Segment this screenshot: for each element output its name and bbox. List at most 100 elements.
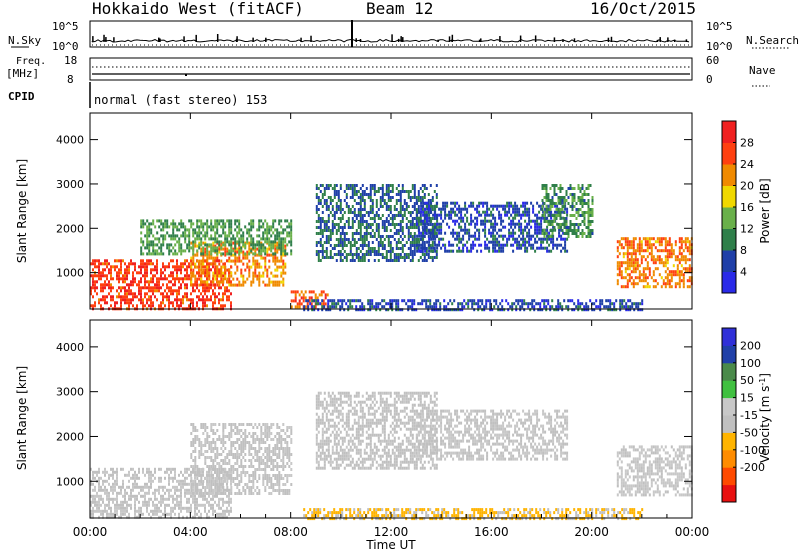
heatmap-cell [452, 228, 455, 232]
heatmap-cell [254, 271, 257, 275]
heatmap-cell [212, 246, 215, 250]
heatmap-cell [226, 277, 229, 281]
heatmap-cell [284, 219, 287, 223]
heatmap-cell [688, 267, 691, 271]
heatmap-cell [484, 243, 487, 247]
heatmap-cell [220, 304, 222, 308]
heatmap-cell [182, 473, 184, 477]
heatmap-cell [158, 500, 160, 504]
heatmap-cell [353, 238, 356, 241]
heatmap-cell [409, 305, 412, 309]
heatmap-cell [557, 211, 560, 214]
cpid-text: normal (fast stereo) 153 [94, 93, 267, 107]
heatmap-cell [162, 301, 164, 305]
heatmap-cell [188, 506, 190, 510]
heatmap-cell [190, 246, 193, 250]
heatmap-cell [512, 243, 515, 247]
heatmap-cell [303, 305, 306, 309]
colorbar-segment [722, 207, 736, 229]
heatmap-cell [562, 216, 565, 220]
heatmap-cell [435, 205, 438, 208]
heatmap-cell [228, 500, 230, 504]
heatmap-cell [210, 228, 213, 232]
heatmap-cell [280, 225, 283, 229]
heatmap-cell [204, 250, 207, 254]
heatmap-cell [548, 237, 551, 241]
heatmap-cell [357, 253, 360, 256]
heatmap-cell [611, 308, 614, 312]
heatmap-cell [319, 184, 322, 187]
heatmap-cell [428, 249, 431, 253]
heatmap-cell [124, 473, 126, 477]
heatmap-cell [335, 211, 338, 214]
heatmap-cell [482, 201, 485, 205]
heatmap-cell [632, 237, 635, 241]
heatmap-cell [226, 286, 228, 290]
heatmap-cell [98, 482, 100, 486]
heatmap-cell [230, 222, 233, 226]
heatmap-cell [480, 249, 483, 253]
heatmap-cell [486, 237, 489, 241]
heatmap-cell [90, 515, 92, 519]
heatmap-cell [224, 237, 227, 241]
heatmap-cell [413, 208, 416, 211]
heatmap-cell [282, 249, 285, 253]
heatmap-cell [230, 246, 233, 250]
heatmap-cell [244, 246, 247, 250]
heatmap-cell [369, 196, 372, 199]
heatmap-cell [477, 305, 480, 309]
heatmap-cell [138, 292, 140, 296]
heatmap-cell [506, 243, 509, 247]
heatmap-cell [361, 193, 364, 196]
heatmap-cell [154, 467, 156, 471]
heatmap-cell [577, 223, 580, 226]
heatmap-cell [359, 202, 362, 205]
heatmap-cell [357, 232, 360, 235]
heatmap-cell [325, 256, 328, 259]
heatmap-cell [180, 491, 182, 495]
heatmap-cell [230, 252, 233, 256]
heatmap-cell [518, 219, 521, 223]
heatmap-cell [222, 247, 225, 251]
heatmap-cell [526, 225, 529, 229]
heatmap-cell [212, 225, 215, 229]
heatmap-cell [319, 226, 322, 229]
heatmap-cell [92, 506, 94, 510]
heatmap-cell [212, 509, 214, 513]
heatmap-cell [102, 482, 104, 486]
heatmap-cell [626, 264, 629, 268]
heatmap-cell [670, 276, 673, 280]
heatmap-cell [411, 196, 414, 199]
heatmap-cell [381, 235, 384, 238]
heatmap-cell [198, 494, 200, 498]
heatmap-cell [196, 497, 198, 501]
heatmap-cell [98, 470, 100, 474]
heatmap-cell [476, 207, 479, 211]
heatmap-cell [460, 216, 463, 220]
heatmap-cell [244, 225, 247, 229]
heatmap-cell [688, 249, 691, 253]
heatmap-cell [224, 247, 227, 251]
heatmap-cell [501, 305, 504, 309]
heatmap-cell [440, 225, 443, 229]
heatmap-cell [172, 265, 174, 269]
heatmap-cell [548, 204, 551, 208]
heatmap-cell [676, 282, 679, 286]
heatmap-cell [558, 228, 561, 232]
heatmap-cell [150, 298, 152, 302]
heatmap-cell [476, 237, 479, 241]
heatmap-cell [315, 241, 318, 244]
heatmap-cell [214, 259, 216, 263]
heatmap-cell [206, 234, 209, 238]
heatmap-cell [409, 232, 412, 235]
heatmap-cell [252, 262, 255, 266]
heatmap-cell [331, 223, 334, 226]
heatmap-cell [397, 199, 400, 202]
heatmap-cell [524, 213, 527, 217]
heatmap-cell [244, 256, 247, 260]
heatmap-cell [290, 305, 293, 309]
heatmap-cell [337, 302, 340, 306]
heatmap-cell [482, 204, 485, 208]
heatmap-cell [325, 226, 328, 229]
heatmap-cell [94, 280, 96, 284]
